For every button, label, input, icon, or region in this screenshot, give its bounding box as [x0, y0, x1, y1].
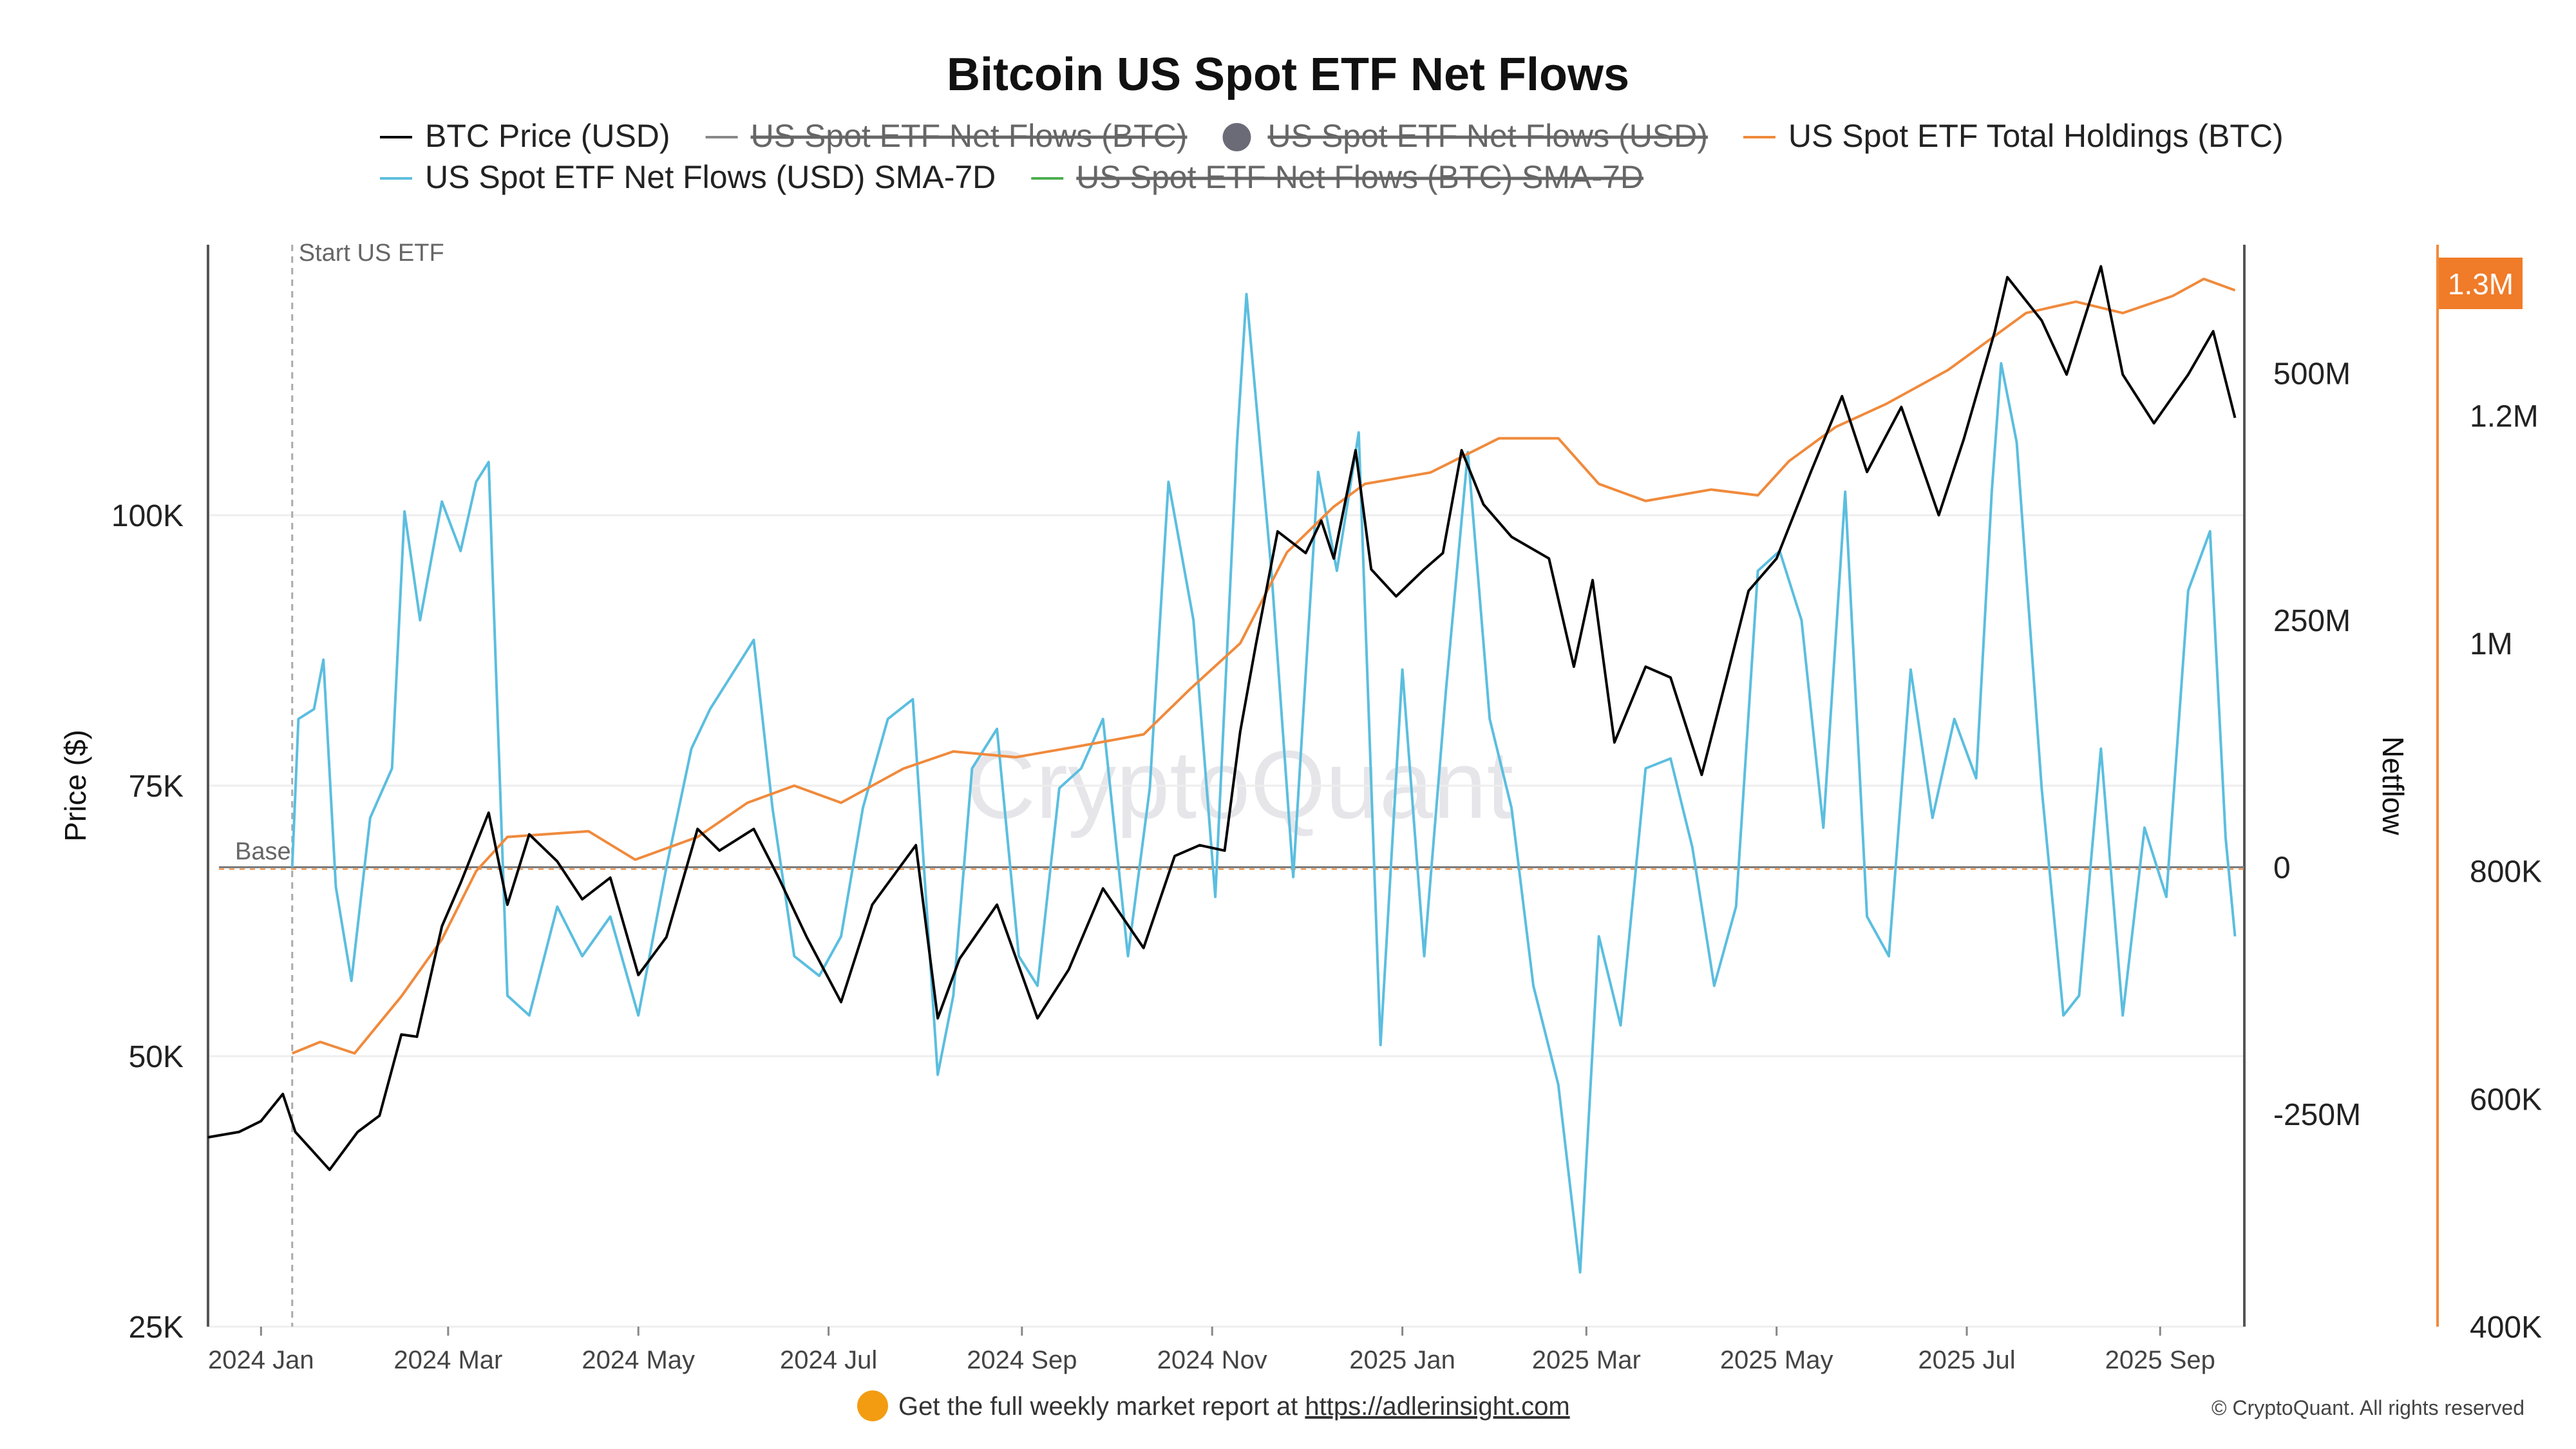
series-line-us-spot-etf-total-holdings-btc: [291, 278, 2236, 1055]
watermark: CryptoQuant: [966, 730, 1513, 838]
holdings-current-badge-text: 1.3M: [2448, 267, 2514, 301]
y-holdings-tick-1: 600K: [2470, 1083, 2542, 1117]
legend-item-us-spot-etf-net-flows-usd[interactable]: US Spot ETF Net Flows (USD): [1267, 118, 1707, 154]
chart-title: Bitcoin US Spot ETF Net Flows: [947, 49, 1629, 100]
grid: [208, 514, 2244, 1328]
x-tick-0: 2024 Jan: [208, 1346, 314, 1374]
x-tick-8: 2025 May: [1720, 1346, 1833, 1374]
start-etf-label: Start US ETF: [299, 240, 444, 267]
y-holdings-tick-4: 1.2M: [2470, 399, 2539, 433]
legend-marker-us-spot-etf-net-flows-usd[interactable]: [1222, 123, 1251, 151]
series-line-us-spot-etf-net-flows-usd-sma-7d: [290, 292, 2237, 1274]
y-left-label: Price ($): [59, 730, 92, 842]
x-tick-5: 2024 Nov: [1157, 1346, 1267, 1374]
x-ticks: 2024 Jan 2024 Mar 2024 May 2024 Jul 2024 Sep…: [208, 1327, 2215, 1374]
y-right-label: Netflow: [2376, 736, 2410, 835]
y-left-ticks: 25K 50K 75K 100K: [111, 499, 184, 1345]
footer-text: Get the full weekly market report at htt…: [898, 1392, 1570, 1421]
y-holdings-tick-3: 1M: [2470, 627, 2513, 661]
y-holdings-ticks: 400K 600K 800K 1M 1.2M: [2470, 399, 2542, 1345]
legend-item-btc-price-usd[interactable]: BTC Price (USD): [425, 118, 670, 154]
footer-report-icon: [857, 1390, 888, 1421]
series-line-btc-price-usd: [207, 265, 2237, 1171]
x-tick-9: 2025 Jul: [1918, 1346, 2015, 1374]
x-tick-3: 2024 Jul: [780, 1346, 877, 1374]
footer-prefix: Get the full weekly market report at: [898, 1392, 1305, 1421]
x-tick-7: 2025 Mar: [1532, 1346, 1641, 1374]
y-holdings-tick-2: 800K: [2470, 855, 2542, 889]
x-tick-1: 2024 Mar: [393, 1346, 502, 1374]
footer-link[interactable]: https://adlerinsight.com: [1305, 1392, 1569, 1421]
legend-item-us-spot-etf-net-flows-usd-sma-7d[interactable]: US Spot ETF Net Flows (USD) SMA-7D: [425, 159, 996, 195]
y-netflow-ticks: -250M 0 250M 500M: [2273, 357, 2361, 1132]
legend-item-us-spot-etf-total-holdings-btc[interactable]: US Spot ETF Total Holdings (BTC): [1788, 118, 2284, 154]
legend-item-us-spot-etf-net-flows-btc-sma-7d[interactable]: US Spot ETF Net Flows (BTC) SMA-7D: [1076, 159, 1643, 195]
y-netflow-tick-3: 500M: [2273, 357, 2351, 391]
x-tick-2: 2024 May: [582, 1346, 695, 1374]
x-tick-6: 2025 Jan: [1349, 1346, 1455, 1374]
y-netflow-tick-1: 0: [2273, 851, 2291, 886]
y-left-tick-2: 75K: [129, 770, 184, 804]
x-tick-4: 2024 Sep: [967, 1346, 1077, 1374]
legend: BTC Price (USD) US Spot ETF Net Flows (BT…: [380, 118, 2284, 195]
y-netflow-tick-2: 250M: [2273, 604, 2351, 638]
y-netflow-tick-0: -250M: [2273, 1098, 2361, 1132]
legend-item-us-spot-etf-net-flows-btc[interactable]: US Spot ETF Net Flows (BTC): [751, 118, 1188, 154]
x-tick-10: 2025 Sep: [2105, 1346, 2215, 1374]
y-left-tick-0: 25K: [129, 1311, 184, 1345]
holdings-current-badge: [2439, 258, 2523, 309]
copyright: © CryptoQuant. All rights reserved: [2211, 1396, 2524, 1419]
base-label: Base: [235, 838, 291, 866]
y-left-tick-1: 50K: [129, 1040, 184, 1074]
series-group: [207, 265, 2237, 1274]
annotations: Start US ETF Base: [219, 240, 2244, 1327]
y-left-tick-3: 100K: [111, 499, 184, 533]
y-holdings-tick-0: 400K: [2470, 1311, 2542, 1345]
